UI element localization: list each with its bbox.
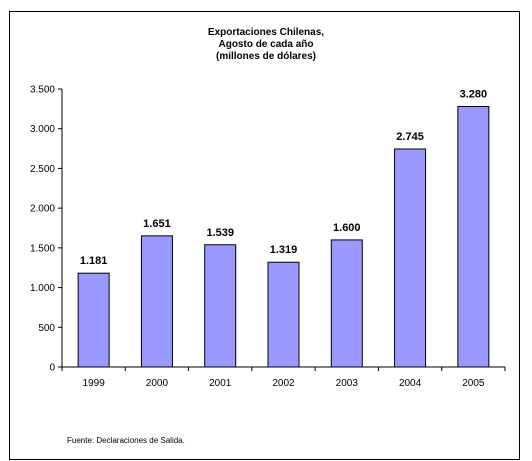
bar-2003 — [330, 239, 363, 368]
data-label-2002: 1.319 — [270, 244, 298, 256]
y-axis: 0 500 1.000 1.500 2.000 2.500 3.000 3.500 — [30, 85, 63, 374]
bar-1999 — [77, 272, 110, 368]
x-tick-label-2005: 2005 — [462, 378, 485, 389]
data-label-2005: 3.280 — [460, 88, 488, 100]
chart-title-line-2: Agosto de cada año — [218, 39, 314, 50]
y-tick-label: 500 — [38, 323, 55, 334]
data-label-2001: 1.539 — [206, 227, 234, 239]
x-tick-label-2001: 2001 — [209, 378, 232, 389]
bar-2000 — [140, 235, 173, 368]
y-tick-label: 1.500 — [30, 243, 55, 254]
x-tick-label-1999: 1999 — [83, 378, 106, 389]
bar-2005 — [457, 105, 490, 368]
source-footnote: Fuente: Declaraciones de Salida. — [67, 436, 185, 445]
data-labels: 1.181 1.651 1.539 1.319 1.600 2.745 3.280 — [80, 88, 487, 267]
x-axis: 1999 2000 2001 2002 2003 2004 2005 — [61, 366, 506, 389]
data-label-2000: 1.651 — [143, 218, 171, 230]
chart-title-line-3: (millones de dólares) — [215, 51, 317, 62]
x-tick-label-2003: 2003 — [336, 378, 359, 389]
y-tick-label: 0 — [49, 363, 55, 374]
y-tick-label: 3.000 — [30, 124, 55, 135]
y-tick-label: 3.500 — [30, 85, 55, 96]
bar-2002 — [267, 261, 300, 368]
x-tick-label-2000: 2000 — [146, 378, 169, 389]
y-tick-label: 2.500 — [30, 164, 55, 175]
chart-frame — [9, 11, 520, 460]
data-label-2004: 2.745 — [396, 131, 424, 143]
y-tick-label: 1.000 — [30, 283, 55, 294]
bars — [77, 105, 490, 368]
chart-title: Exportaciones Chilenas, Agosto de cada a… — [0, 27, 532, 63]
chart-title-line-1: Exportaciones Chilenas, — [207, 27, 325, 38]
y-tick-label: 2.000 — [30, 204, 55, 215]
bar-2001 — [204, 244, 237, 368]
data-label-1999: 1.181 — [80, 255, 108, 267]
data-label-2003: 1.600 — [333, 222, 361, 234]
x-tick-label-2002: 2002 — [272, 378, 295, 389]
x-tick-label-2004: 2004 — [399, 378, 422, 389]
bar-2004 — [394, 148, 427, 368]
